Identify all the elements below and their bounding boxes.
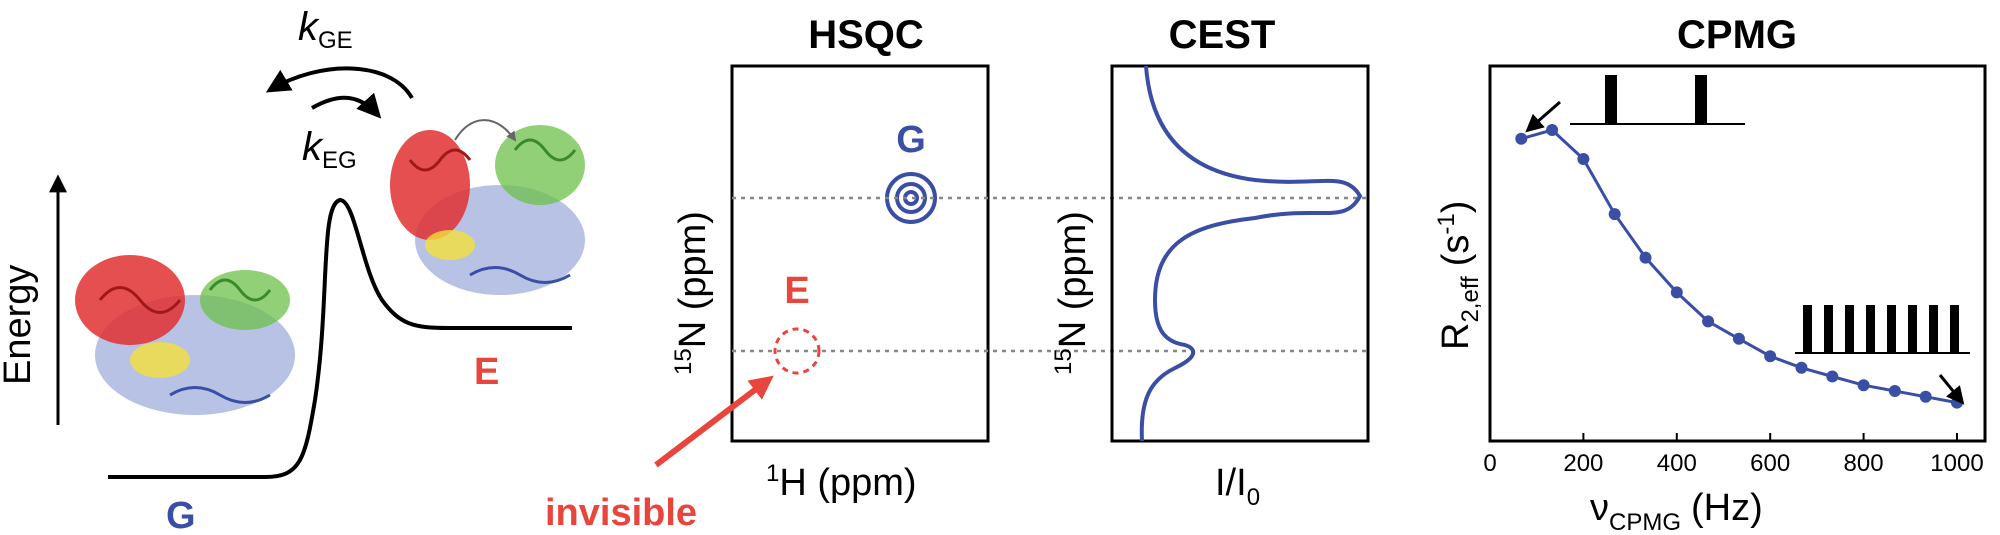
exchange-arrow-eg bbox=[311, 92, 382, 119]
cpmg-data-point bbox=[1577, 153, 1590, 165]
cest-plot-frame bbox=[1110, 64, 1370, 443]
hsqc-x-axis-label: 1H (ppm) bbox=[766, 460, 917, 504]
cpmg-x-tick-label: 1000 bbox=[1930, 450, 1983, 477]
cpmg-data-point bbox=[1826, 370, 1839, 383]
domain-motion-arrow bbox=[454, 119, 517, 142]
cpmg-data-point bbox=[1639, 251, 1652, 264]
cpmg-plot-frame bbox=[1488, 64, 1987, 443]
hsqc-peak-excited-label: E bbox=[784, 270, 809, 312]
cpmg-pulse-train-fast bbox=[1795, 305, 1970, 354]
cest-x-axis-label: I/I0 bbox=[1215, 462, 1260, 511]
hsqc-y-axis-label: 15N (ppm) bbox=[670, 211, 714, 375]
energy-landscape-curve bbox=[108, 197, 572, 479]
energy-axis-label: Energy bbox=[0, 265, 39, 385]
protein-structure-ground bbox=[75, 255, 295, 415]
cpmg-pointer-arrow-slow bbox=[1525, 100, 1561, 133]
cpmg-data-point bbox=[1546, 124, 1559, 136]
hsqc-title: HSQC bbox=[808, 13, 924, 57]
invisible-label: invisible bbox=[545, 492, 697, 534]
cpmg-data-point bbox=[1795, 361, 1808, 374]
rate-constant-ge: kGE bbox=[298, 5, 353, 54]
cpmg-data-point bbox=[1919, 390, 1932, 403]
cpmg-x-axis-label: νCPMG (Hz) bbox=[1590, 487, 1763, 535]
hsqc-panel: HSQC 15N (ppm) 1H (ppm) G E invisible bbox=[545, 13, 990, 534]
cpmg-data-point bbox=[1670, 286, 1683, 299]
cpmg-x-tick-label: 800 bbox=[1844, 450, 1884, 477]
hsqc-peak-excited bbox=[773, 327, 821, 375]
cpmg-y-axis-label: R2,eff(s-1) bbox=[1433, 201, 1484, 350]
exchange-arrow-ge bbox=[265, 66, 414, 100]
cpmg-x-ticks: 0 200 400 600 800 1000 bbox=[1483, 433, 1984, 477]
cpmg-pulse-train-slow bbox=[1570, 75, 1745, 125]
state-excited-label: E bbox=[474, 351, 499, 393]
cpmg-dispersion-line bbox=[1520, 128, 1958, 405]
hsqc-peak-ground-label: G bbox=[896, 119, 926, 161]
cpmg-title: CPMG bbox=[1677, 13, 1797, 57]
cpmg-data-point bbox=[1732, 332, 1745, 345]
cpmg-series bbox=[1515, 124, 1963, 409]
cest-y-axis-label: 15N (ppm) bbox=[1050, 211, 1094, 375]
cest-panel: CEST 15N (ppm) I/I0 bbox=[1050, 13, 1370, 511]
state-ground-label: G bbox=[166, 495, 196, 535]
hsqc-plot-frame bbox=[730, 64, 990, 443]
cpmg-panel: CPMG R2,eff(s-1) νCPMG (Hz) 0 200 400 600 800… bbox=[1433, 13, 1987, 535]
cpmg-data-point bbox=[1764, 350, 1777, 363]
cpmg-data-point bbox=[1608, 208, 1621, 221]
cest-title: CEST bbox=[1169, 13, 1276, 57]
cpmg-x-tick-label: 0 bbox=[1483, 450, 1496, 477]
cpmg-x-tick-label: 400 bbox=[1657, 450, 1697, 477]
cest-profile-curve bbox=[1139, 65, 1363, 442]
cpmg-x-tick-label: 200 bbox=[1563, 450, 1603, 477]
cpmg-data-point bbox=[1515, 132, 1528, 145]
cpmg-data-point bbox=[1857, 379, 1870, 392]
cpmg-pointer-arrow-fast bbox=[1938, 374, 1965, 405]
cpmg-data-point bbox=[1888, 385, 1901, 397]
energy-panel: Energy G E kGE kEG bbox=[0, 5, 585, 535]
cpmg-x-tick-label: 600 bbox=[1750, 450, 1790, 477]
rate-constant-eg: kEG bbox=[302, 125, 357, 174]
cpmg-data-point bbox=[1702, 315, 1715, 328]
invisible-pointer-arrow bbox=[654, 375, 774, 468]
protein-structure-excited bbox=[390, 119, 585, 295]
